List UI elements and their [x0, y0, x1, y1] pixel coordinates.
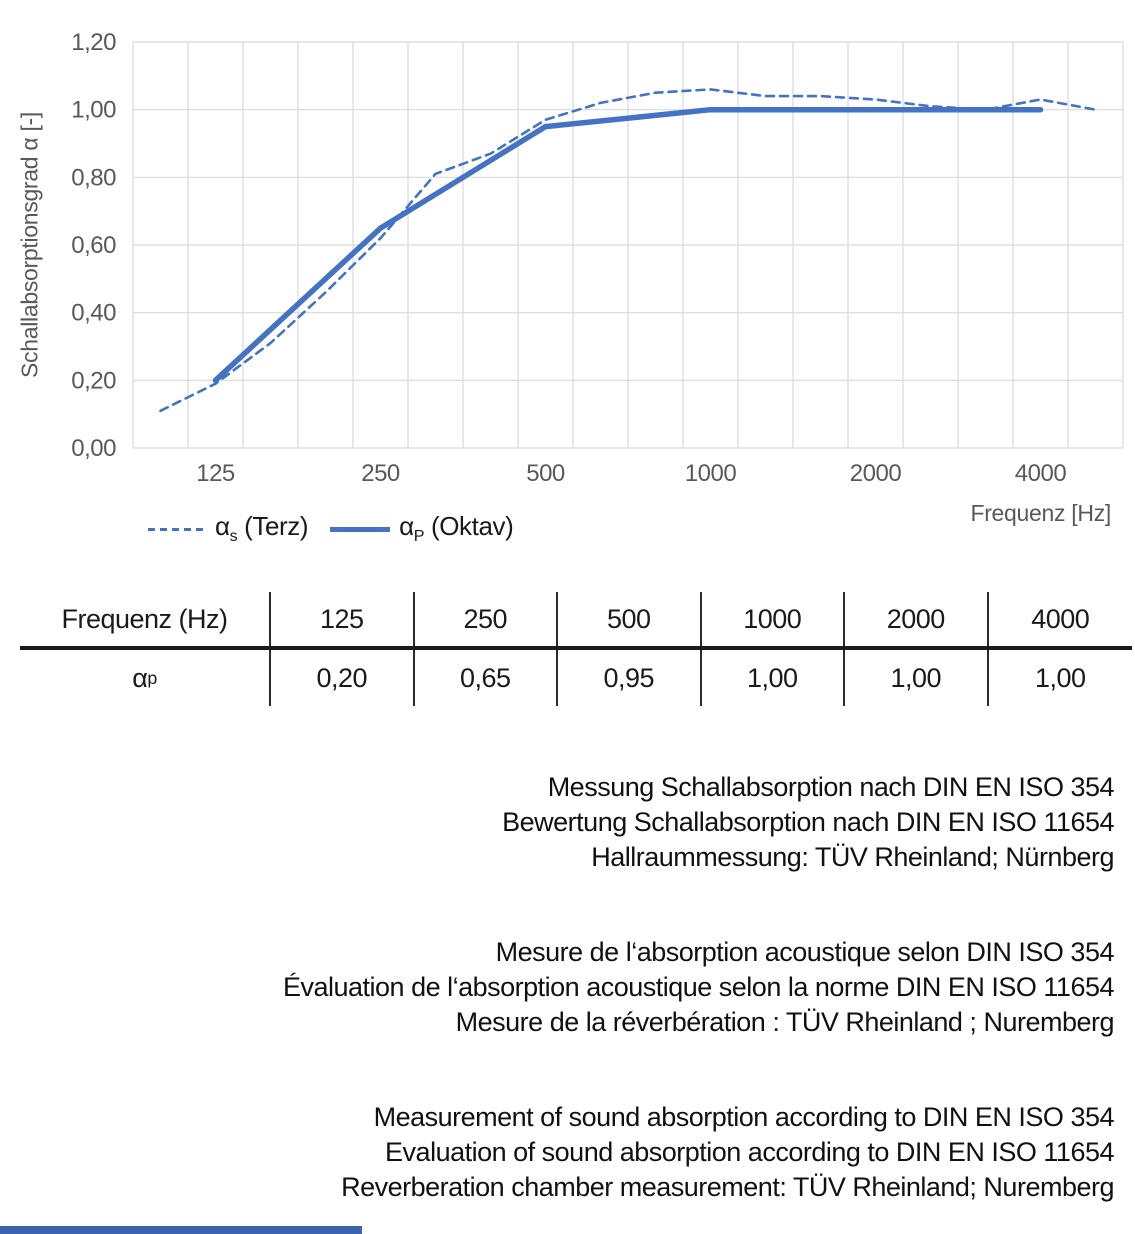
table-header-cell: 500: [558, 592, 702, 646]
y-tick-label: 1,00: [71, 97, 116, 124]
alpha-p-table: Frequenz (Hz) 125 250 500 1000 2000 4000…: [20, 592, 1132, 706]
y-tick-label: 0,40: [71, 300, 116, 327]
table-header-row: Frequenz (Hz) 125 250 500 1000 2000 4000: [20, 592, 1132, 650]
y-tick-label: 0,00: [71, 435, 116, 462]
legend-label-alpha-s: αs (Terz): [215, 511, 309, 546]
table-value-cell: 0,20: [271, 650, 415, 706]
alpha-p-oktav-line: [212, 106, 1044, 384]
chart-legend: αs (Terz) αP (Oktav): [148, 511, 514, 546]
table-header-cell: 2000: [845, 592, 989, 646]
note-line: Measurement of sound absorption accordin…: [373, 1102, 1115, 1132]
table-header-cell: 4000: [1031, 603, 1090, 634]
sound-absorption-chart: 0,00 0,20 0,40 0,60 0,80 1,00 1,20 125 250 500 100…: [0, 0, 1135, 575]
x-tick-label: 4000: [1015, 460, 1067, 487]
note-line: Mesure de la réverbération : TÜV Rheinla…: [455, 1007, 1115, 1037]
note-line: Reverberation chamber measurement: TÜV R…: [341, 1172, 1114, 1202]
legend-item-alpha-p: αP (Oktav): [330, 511, 514, 546]
legend-item-alpha-s: αs (Terz): [148, 511, 309, 546]
notes-german: Messung Schallabsorption nach DIN EN ISO…: [502, 770, 1114, 875]
note-line: Messung Schallabsorption nach DIN EN ISO…: [547, 772, 1115, 802]
x-tick-label: 2000: [850, 460, 902, 487]
alpha-subscript: p: [147, 667, 157, 688]
note-line: Bewertung Schallabsorption nach DIN EN I…: [502, 807, 1114, 837]
x-tick-label: 1000: [685, 460, 737, 487]
note-line: Evaluation of sound absorption according…: [385, 1137, 1114, 1167]
x-tick-label: 500: [526, 460, 565, 487]
footer-accent-bar: [0, 1226, 362, 1234]
y-tick-label: 0,20: [71, 367, 116, 394]
table-value-cell: 1,00: [1034, 662, 1086, 693]
notes-french: Mesure de l‘absorption acoustique selon …: [282, 935, 1115, 1040]
x-tick-label: 250: [361, 460, 400, 487]
legend-text: (Oktav): [424, 511, 514, 542]
table-value-cell: 1,00: [702, 650, 845, 706]
chart-plot-area: 0,00 0,20 0,40 0,60 0,80 1,00 1,20 125 250 500 100…: [71, 29, 1124, 487]
table-value-cell: 1,00: [845, 650, 989, 706]
alpha-symbol: α: [215, 511, 230, 542]
table-value-cell: 0,65: [415, 650, 558, 706]
alpha-subscript: P: [413, 527, 425, 546]
alpha-symbol: α: [399, 511, 414, 542]
table-value-cell: 0,95: [558, 650, 702, 706]
y-tick-label: 1,20: [71, 29, 116, 56]
legend-solid-line-sample: [330, 526, 391, 532]
legend-label-alpha-p: αP (Oktav): [399, 511, 514, 546]
y-tick-label: 0,80: [71, 164, 116, 191]
notes-english: Measurement of sound absorption accordin…: [341, 1100, 1114, 1205]
x-axis-title: Frequenz [Hz]: [970, 500, 1111, 526]
y-axis-title: Schallabsorptionsgrad α [-]: [16, 111, 43, 379]
table-header-label: Frequenz (Hz): [20, 592, 271, 646]
legend-text: (Terz): [237, 511, 309, 542]
note-line: Hallraummessung: TÜV Rheinland; Nürnberg: [591, 842, 1114, 872]
alpha-symbol: α: [132, 662, 148, 693]
table-header-cell: 125: [271, 592, 415, 646]
note-line: Mesure de l‘absorption acoustique selon …: [495, 937, 1115, 967]
y-tick-label: 0,60: [71, 232, 116, 259]
alpha-subscript: s: [229, 527, 238, 546]
x-tick-label: 125: [196, 460, 235, 487]
table-header-cell: 250: [415, 592, 558, 646]
alpha-s-terz-line: [159, 88, 1097, 413]
table-header-cell: 1000: [702, 592, 845, 646]
note-line: Évaluation de l‘absorption acoustique se…: [282, 972, 1115, 1002]
legend-dashed-line-sample: [148, 527, 206, 531]
